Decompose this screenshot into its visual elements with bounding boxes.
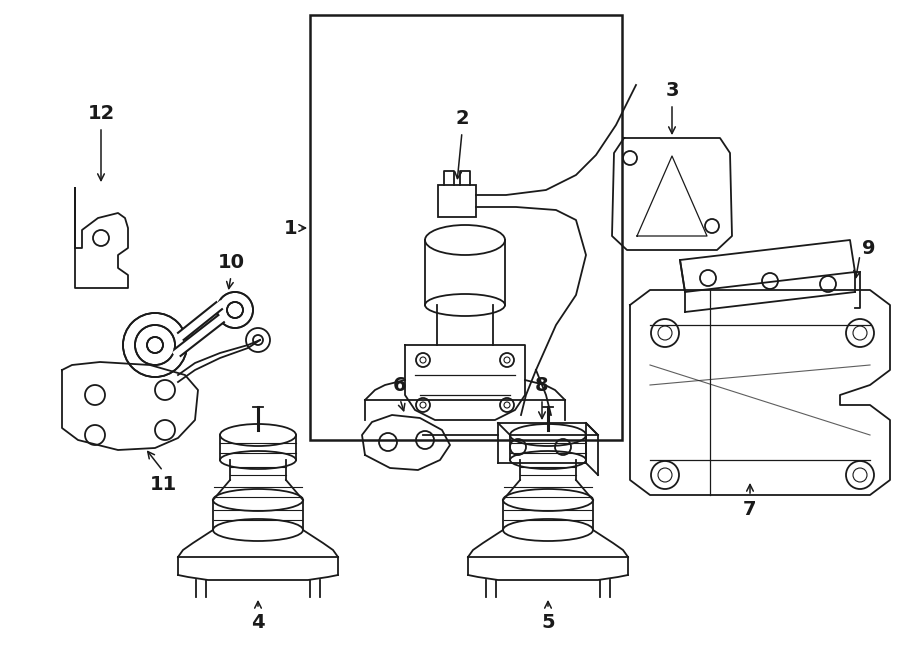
Text: 9: 9	[862, 239, 876, 258]
Text: 4: 4	[251, 613, 265, 632]
Text: 5: 5	[541, 613, 554, 632]
Text: 11: 11	[149, 475, 176, 494]
Text: 8: 8	[536, 376, 549, 395]
Bar	[438, 185, 476, 217]
Text: 2: 2	[455, 109, 469, 128]
Text: 3: 3	[665, 81, 679, 100]
Text: 7: 7	[743, 500, 757, 519]
Text: 6: 6	[393, 376, 407, 395]
Text: 10: 10	[218, 253, 245, 272]
Bar	[310, 15, 622, 440]
Text: 12: 12	[87, 104, 114, 123]
Text: 1: 1	[284, 219, 297, 237]
